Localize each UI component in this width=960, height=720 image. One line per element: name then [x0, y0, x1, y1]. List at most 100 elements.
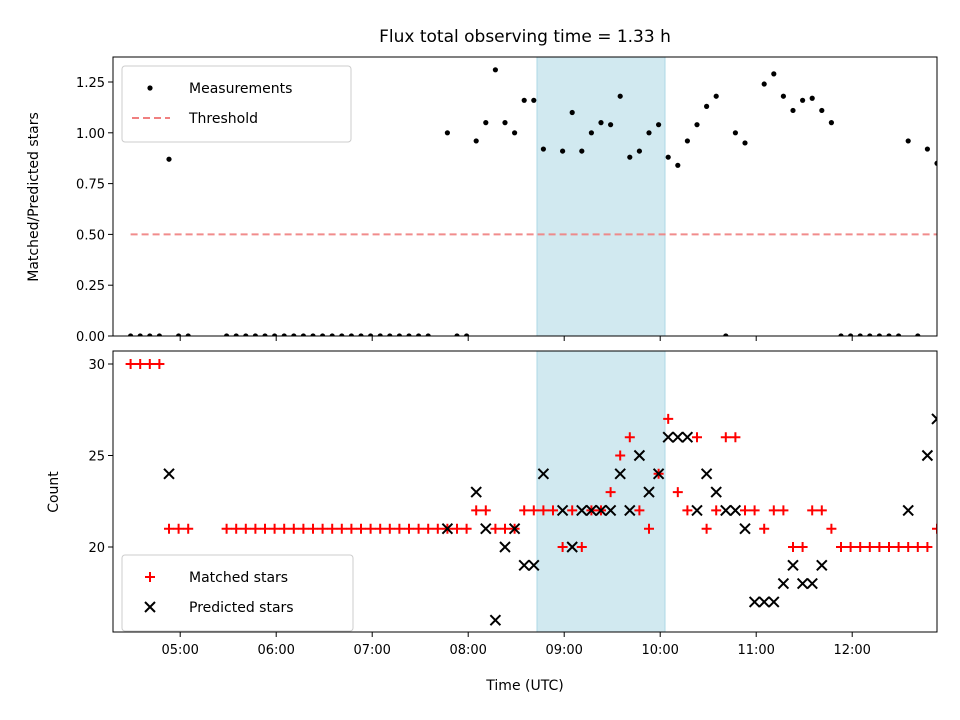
data-point: [942, 396, 952, 406]
data-point: [903, 542, 914, 552]
bottom-y-axis-label: Count: [46, 471, 62, 513]
data-point: [729, 504, 742, 517]
y-tick-label: 1.00: [76, 127, 105, 142]
data-point: [796, 577, 809, 590]
legend-item: Threshold: [132, 111, 258, 127]
data-point: [310, 333, 316, 336]
data-point: [548, 505, 558, 516]
data-point: [441, 522, 454, 535]
data-point: [320, 333, 326, 336]
series-predicted-stars: [163, 396, 952, 626]
data-point: [826, 523, 837, 534]
data-point: [560, 148, 566, 154]
data-point: [272, 333, 278, 336]
data-point: [605, 487, 616, 498]
data-point: [684, 138, 691, 144]
data-point: [934, 160, 937, 166]
x-tick-label: 07:00: [353, 643, 390, 658]
data-point: [614, 468, 626, 480]
data-point: [652, 468, 665, 480]
data-point: [924, 146, 931, 152]
data-point: [828, 120, 835, 126]
legend-frame: [121, 554, 354, 632]
data-point: [489, 614, 502, 626]
data-point: [758, 596, 770, 608]
y-tick-label: 30: [88, 358, 105, 373]
x-tick-label: 10:00: [641, 643, 678, 658]
data-point: [768, 505, 779, 516]
data-point: [646, 130, 652, 136]
data-point: [569, 109, 575, 116]
data-point: [154, 359, 165, 369]
data-point: [176, 333, 182, 336]
data-point: [761, 81, 767, 87]
data-point: [797, 542, 808, 552]
data-point: [339, 333, 345, 336]
y-tick-label: 0.75: [76, 178, 105, 193]
data-point: [480, 505, 491, 516]
axes-frame: [112, 56, 938, 337]
data-point: [777, 577, 790, 590]
data-point: [298, 523, 309, 534]
data-point: [636, 148, 643, 154]
data-point: [951, 487, 960, 497]
data-point: [884, 542, 894, 552]
data-point: [144, 359, 155, 369]
data-point: [720, 504, 732, 517]
data-point: [608, 122, 614, 128]
data-point: [173, 523, 184, 534]
legend-label: Predicted stars: [189, 600, 294, 616]
data-point: [624, 432, 635, 443]
data-point: [185, 333, 191, 336]
data-point: [483, 120, 489, 126]
data-point: [135, 359, 146, 369]
legend-swatch: [147, 85, 153, 91]
data-point: [365, 523, 376, 534]
y-tick-label: 1.25: [76, 76, 105, 91]
legend: Matched stars Predicted stars: [121, 554, 354, 632]
data-point: [723, 333, 729, 336]
data-point: [819, 107, 825, 114]
data-point: [454, 333, 460, 336]
data-point: [288, 523, 299, 534]
data-point: [954, 144, 959, 149]
data-point: [384, 523, 395, 534]
data-point: [404, 523, 414, 534]
data-point: [749, 505, 760, 516]
data-point: [720, 432, 731, 443]
data-point: [499, 541, 511, 553]
data-point: [308, 523, 318, 534]
data-point: [300, 333, 306, 336]
data-point: [356, 523, 366, 534]
data-point: [739, 522, 751, 535]
data-point: [595, 504, 607, 517]
data-point: [317, 523, 328, 534]
data-point: [262, 333, 268, 336]
y-tick-label: 0.00: [76, 330, 105, 345]
legend-label: Matched stars: [189, 570, 288, 586]
data-point: [771, 71, 777, 77]
data-point: [893, 542, 904, 552]
data-point: [224, 333, 230, 336]
data-point: [281, 333, 287, 336]
data-point: [816, 505, 827, 516]
data-point: [508, 522, 521, 535]
data-point: [576, 504, 588, 517]
y-tick-label: 0.50: [76, 228, 105, 243]
top-axes: 0.00 0.25 0.50 0.75 1.00 1.25 Measurements Thre…: [76, 56, 959, 345]
data-point: [348, 333, 354, 336]
data-point: [423, 523, 434, 534]
data-point: [394, 523, 405, 534]
legend-item: Measurements: [147, 81, 292, 97]
x-tick-label: 11:00: [737, 643, 774, 658]
data-point: [932, 523, 937, 534]
data-point: [615, 450, 626, 461]
data-point: [557, 542, 568, 552]
data-point: [137, 333, 143, 336]
data-point: [231, 523, 242, 534]
data-point: [327, 523, 338, 534]
data-point: [845, 542, 856, 552]
data-point: [836, 542, 846, 552]
legend-item: Matched stars: [145, 570, 288, 586]
data-point: [675, 162, 681, 168]
